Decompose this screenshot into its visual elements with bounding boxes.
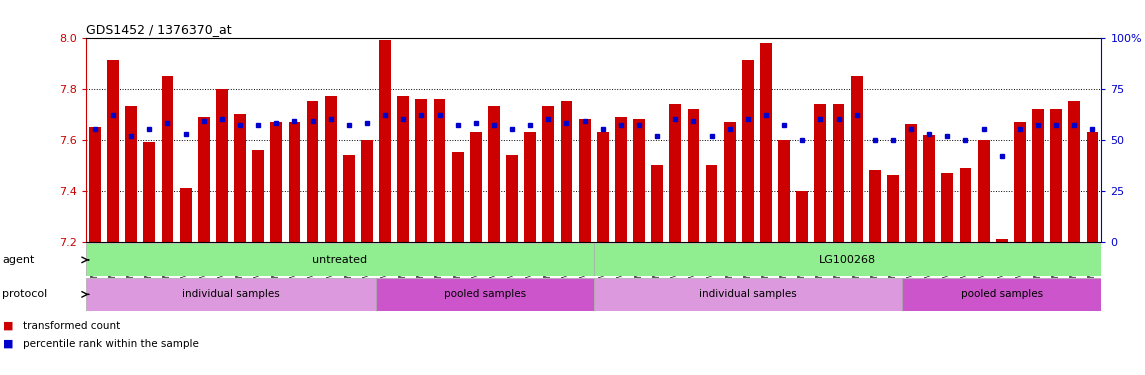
Text: transformed count: transformed count [23, 321, 120, 331]
Bar [1068, 101, 1080, 242]
Text: protocol: protocol [2, 290, 48, 299]
Bar [597, 132, 609, 242]
Bar [506, 155, 518, 242]
Bar [960, 168, 971, 242]
Bar [89, 127, 101, 242]
Bar [593, 243, 1101, 276]
Bar [397, 96, 409, 242]
Text: pooled samples: pooled samples [961, 290, 1043, 299]
Bar [902, 278, 1101, 311]
Bar [416, 99, 427, 242]
Bar [180, 188, 191, 242]
Bar [1014, 122, 1026, 242]
Bar [561, 101, 572, 242]
Bar [143, 142, 156, 242]
Text: GDS1452 / 1376370_at: GDS1452 / 1376370_at [86, 23, 231, 36]
Bar [742, 60, 753, 242]
Bar [289, 122, 300, 242]
Text: ■: ■ [3, 339, 14, 349]
Bar [593, 278, 902, 311]
Bar [724, 122, 735, 242]
Bar [670, 104, 681, 242]
Text: agent: agent [2, 255, 34, 265]
Bar [1050, 109, 1063, 242]
Bar [361, 140, 373, 242]
Bar [941, 173, 954, 242]
Bar [832, 104, 844, 242]
Bar [161, 76, 173, 242]
Bar [376, 278, 593, 311]
Bar [86, 278, 376, 311]
Bar [270, 122, 282, 242]
Bar [488, 106, 500, 242]
Bar [252, 150, 264, 242]
Bar [434, 99, 445, 242]
Bar [543, 106, 554, 242]
Bar [1032, 109, 1044, 242]
Bar [923, 135, 935, 242]
Bar [652, 165, 663, 242]
Bar [996, 239, 1008, 242]
Bar [797, 191, 808, 242]
Text: LG100268: LG100268 [819, 255, 876, 265]
Bar [469, 132, 482, 242]
Bar [779, 140, 790, 242]
Bar [125, 106, 137, 242]
Text: ■: ■ [3, 321, 14, 331]
Bar [615, 117, 626, 242]
Bar [814, 104, 827, 242]
Bar [705, 165, 718, 242]
Bar [307, 101, 318, 242]
Bar [1087, 132, 1098, 242]
Bar [344, 155, 355, 242]
Bar [760, 43, 772, 242]
Bar [633, 119, 645, 242]
Bar [524, 132, 536, 242]
Text: untreated: untreated [313, 255, 368, 265]
Bar [887, 176, 899, 242]
Bar [452, 153, 464, 242]
Text: individual samples: individual samples [698, 290, 797, 299]
Bar [851, 76, 862, 242]
Bar [578, 119, 591, 242]
Bar [216, 88, 228, 242]
Bar [906, 124, 917, 242]
Bar [198, 117, 210, 242]
Text: percentile rank within the sample: percentile rank within the sample [23, 339, 199, 349]
Bar [687, 109, 700, 242]
Bar [108, 60, 119, 242]
Bar [869, 170, 881, 242]
Bar [325, 96, 337, 242]
Text: pooled samples: pooled samples [444, 290, 526, 299]
Bar [379, 40, 390, 242]
Bar [86, 243, 593, 276]
Bar [234, 114, 246, 242]
Text: individual samples: individual samples [182, 290, 279, 299]
Bar [978, 140, 989, 242]
